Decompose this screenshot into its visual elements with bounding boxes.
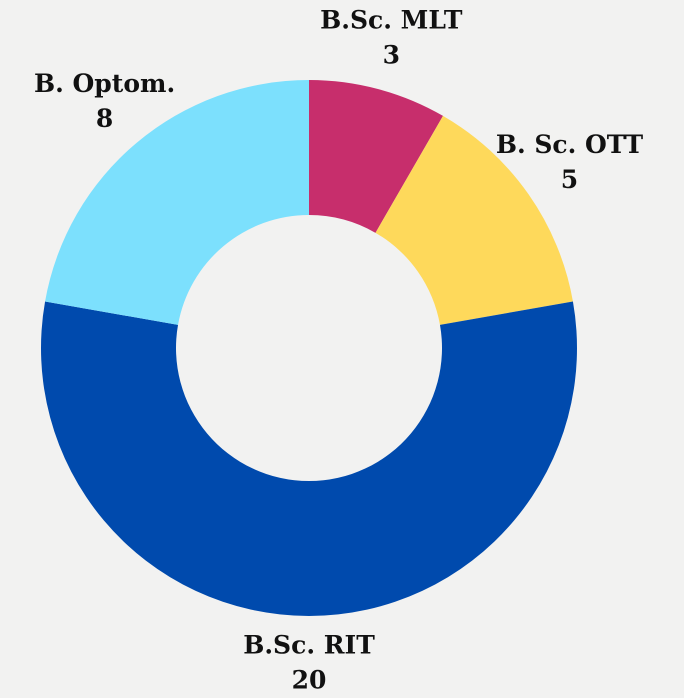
- slice-label: B.Sc. MLT: [320, 5, 463, 34]
- slice-value: 8: [96, 104, 113, 133]
- slice-label: B. Sc. OTT: [496, 130, 644, 159]
- donut-slice: [45, 80, 309, 325]
- slice-value: 5: [561, 165, 578, 194]
- donut-slice: [40, 301, 577, 616]
- donut-slice: [309, 80, 443, 233]
- slice-label: B. Optom.: [34, 69, 175, 98]
- slice-label: B.Sc. RIT: [243, 631, 375, 660]
- slice-value: 20: [292, 666, 327, 695]
- slice-value: 3: [383, 40, 400, 69]
- donut-slice: [375, 115, 573, 325]
